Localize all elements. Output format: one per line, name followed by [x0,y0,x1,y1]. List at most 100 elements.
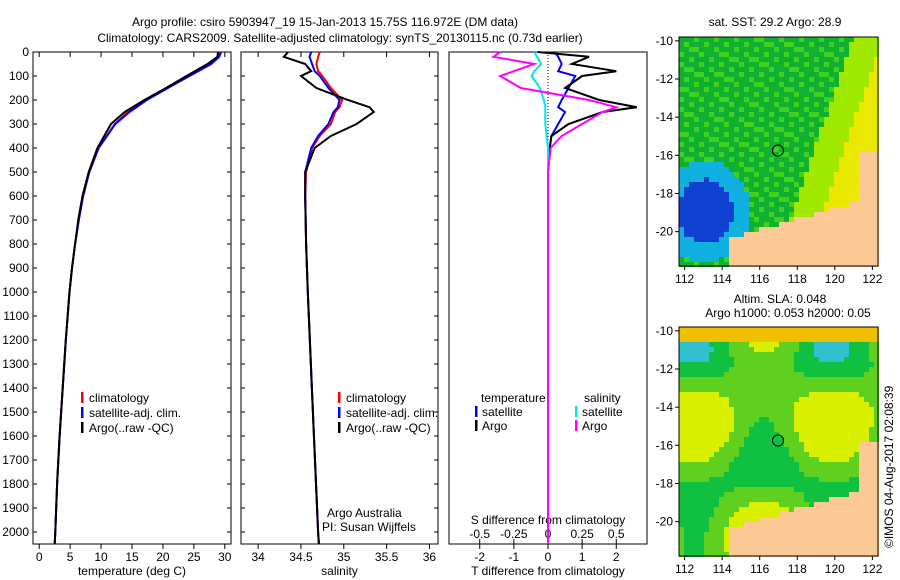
legend-swatch [81,392,84,403]
legend-swatch [575,420,578,431]
series-line-satellite-adj-clim- [53,51,223,545]
legend-title-salinity: salinity [584,391,621,405]
x-tick-label: 36 [423,550,437,564]
plot-frame [240,51,439,545]
y-tick-label: 0 [22,45,29,59]
legend-label: climatology [89,391,149,405]
x-tick-label: 35.5 [375,550,399,564]
y-tick-label: 1200 [2,333,29,347]
temperature-panel: 0 5 10 15 20 25 300100200300400500600700800900… [2,45,232,578]
legend-label: satellite [482,405,523,419]
legend-label: satellite-adj. clim. [346,406,438,420]
y-tick-label: 1500 [2,405,29,419]
map-frame [678,326,879,557]
y-tick-label: 1400 [2,381,29,395]
y-tick-label: 400 [9,141,29,155]
y-tick-label: 500 [9,165,29,179]
y-tick-label: 1900 [2,501,29,515]
map-frame [678,36,879,267]
x2-tick-label: -0.25 [500,527,528,541]
legend-label: Argo(..raw -QC) [346,421,431,435]
plot-frame [32,51,232,545]
series-line-salinity-Argo [490,51,620,544]
lat-tick-label: -10 [656,324,674,338]
salinity-panel: 34 34.5 35 35.5 36 salinity climatologysatelli… [240,51,439,578]
argo-location-marker [771,434,784,447]
x-tick-label: 34 [251,550,265,564]
x-tick-label: 0 [36,550,43,564]
legend-label: satellite-adj. clim. [89,406,181,420]
x-axis-label: temperature (deg C) [78,564,186,578]
lon-tick-label: 114 [713,272,732,286]
lat-tick-label: -20 [656,515,674,529]
legend-swatch [81,407,84,418]
series-line-temperature-Argo [537,51,637,544]
series-line-salinity-satellite [530,51,549,544]
y-tick-label: 1000 [2,285,29,299]
sst-map-panel: 112 114 116 118 120 122 -10 -12 -14 -16 -18 -20 sat.… [656,15,883,286]
x-tick-label: 30 [218,550,232,564]
series-line-argo-raw-qc- [282,51,376,545]
lon-tick-label: 116 [750,562,769,576]
lon-tick-label: 112 [675,562,694,576]
map-subtitle: Argo h1000: 0.053 h2000: 0.05 [705,306,871,320]
legend-swatch [81,422,84,433]
lon-tick-label: 122 [862,562,882,576]
y-tick-label: 200 [9,93,29,107]
credit-line1: Argo Australia [327,506,402,520]
legend-swatch [475,406,478,417]
y-tick-label: 300 [9,117,29,131]
legend-label: Argo [582,419,608,433]
lat-tick-label: -18 [656,476,674,490]
y-tick-label: 1600 [2,429,29,443]
lon-tick-label: 114 [713,562,732,576]
lat-tick-label: -14 [656,110,674,124]
series-line-climatology [304,51,344,545]
y-tick-label: 1800 [2,477,29,491]
imos-credit: ©IMOS 04-Aug-2017 02:08:39 [882,385,896,548]
lat-tick-label: -16 [656,438,674,452]
x-tick-label: 20 [156,550,170,564]
legend-swatch [338,407,341,418]
lat-tick-label: -10 [656,34,674,48]
difference-panel: -2 -1 0 1 2-0.5 -0.25 0 0.25 0.5T difference fro… [448,51,648,578]
series-line-argo-raw-qc- [53,51,219,545]
y-tick-label: 2000 [2,525,29,539]
lat-tick-label: -14 [656,400,674,414]
x-tick-label: 34.5 [289,550,313,564]
x-tick-label: 0 [545,550,552,564]
x-tick-label: 15 [125,550,139,564]
y-tick-label: 900 [9,261,29,275]
x-tick-label: 25 [187,550,201,564]
lat-tick-label: -20 [656,225,674,239]
sst-heatmap [679,37,879,267]
argo-location-marker [771,144,784,157]
title-line2: Climatology: CARS2009. Satellite-adjuste… [97,31,582,45]
lon-tick-label: 120 [825,562,845,576]
series-line-climatology [53,51,221,545]
y-tick-label: 600 [9,189,29,203]
x-axis-label: T difference from climatology [471,564,625,578]
legend-swatch [575,406,578,417]
lon-tick-label: 122 [862,272,882,286]
lon-tick-label: 116 [750,272,769,286]
series-line-satellite-adj-clim- [304,51,341,545]
sla-heatmap [679,327,879,557]
sla-map-panel: 112 114 116 118 120 122 -10 -12 -14 -16 -18 -20 Alti… [656,292,883,576]
x2-tick-label: 0.25 [570,527,594,541]
lon-tick-label: 118 [788,562,807,576]
x-tick-label: 35 [337,550,351,564]
title-line1: Argo profile: csiro 5903947_19 15-Jan-20… [132,15,518,29]
series-line-temperature-satellite [547,51,577,544]
x2-tick-label: 0.5 [608,527,625,541]
lat-tick-label: -16 [656,148,674,162]
x-axis-label: salinity [321,564,358,578]
legend-swatch [338,422,341,433]
legend-swatch [475,420,478,431]
credit-line2: PI: Susan Wijffels [322,520,416,534]
lat-tick-label: -18 [656,186,674,200]
lat-tick-label: -12 [656,72,674,86]
map-title: sat. SST: 29.2 Argo: 28.9 [709,15,842,29]
x2-tick-label: -0.5 [469,527,490,541]
